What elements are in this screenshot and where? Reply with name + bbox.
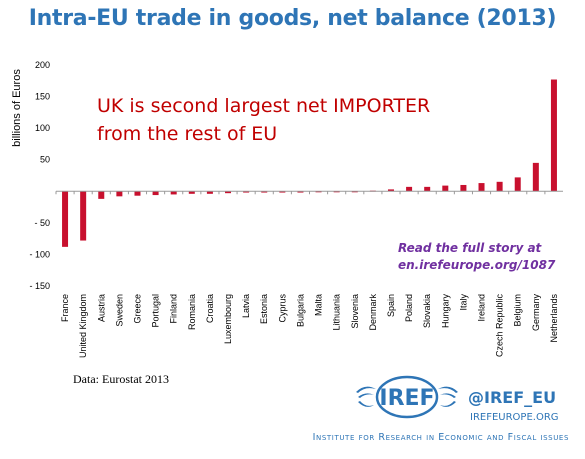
bar-romania — [188, 191, 195, 194]
y-tick-label: 50 — [40, 155, 50, 165]
x-tick-label: Greece — [132, 294, 142, 324]
bar-portugal — [152, 191, 159, 196]
y-tick-label: 200 — [35, 60, 50, 70]
y-tick-label: - 100 — [29, 249, 50, 259]
x-tick-label: Lithuania — [332, 294, 342, 331]
bar-united-kingdom — [80, 191, 87, 241]
x-tick-label: Poland — [404, 294, 414, 322]
x-tick-label: Sweden — [114, 294, 124, 327]
annotation-text: UK is second largest net IMPORTER from t… — [97, 95, 431, 145]
x-tick-label: Romania — [187, 294, 197, 330]
bar-croatia — [206, 191, 213, 194]
institute-name: Institute for Research in Economic and F… — [312, 432, 569, 443]
x-tick-label: Croatia — [205, 294, 215, 323]
x-tick-label: Latvia — [241, 294, 251, 318]
x-tick-label: Bulgaria — [295, 294, 305, 327]
x-tick-label: Belgium — [513, 294, 523, 327]
x-tick-label: Estonia — [259, 294, 269, 324]
bar-estonia — [261, 191, 268, 193]
x-tick-label: Czech Republic — [495, 294, 505, 358]
bar-slovakia — [424, 186, 431, 192]
x-tick-label: Ireland — [477, 294, 487, 322]
y-tick-label: - 150 — [29, 281, 50, 291]
bar-hungary — [442, 185, 449, 192]
bar-bulgaria — [297, 191, 304, 193]
bar-france — [62, 191, 69, 247]
chart-title: Intra-EU trade in goods, net balance (20… — [28, 6, 557, 31]
bar-ireland — [478, 183, 485, 192]
iref-logo: IREF — [356, 375, 458, 419]
bar-latvia — [243, 191, 250, 193]
bar-germany — [532, 162, 539, 192]
story-link-text[interactable]: Read the full story at en.irefeurope.org… — [398, 240, 555, 274]
twitter-handle[interactable]: @IREF_EU — [468, 388, 557, 407]
data-source: Data: Eurostat 2013 — [73, 372, 169, 386]
x-tick-label: France — [60, 294, 70, 322]
x-tick-label: Malta — [314, 294, 324, 316]
y-tick-label: 150 — [35, 92, 50, 102]
bar-sweden — [116, 191, 123, 197]
bar-luxembourg — [225, 191, 232, 194]
x-tick-label: Cyprus — [277, 294, 287, 323]
x-tick-label: Netherlands — [549, 294, 559, 343]
bar-greece — [134, 191, 141, 196]
x-tick-label: Luxembourg — [223, 294, 233, 344]
bar-czech-republic — [496, 181, 503, 192]
story-line-2[interactable]: en.irefeurope.org/1087 — [398, 258, 556, 272]
bar-cyprus — [279, 191, 286, 193]
x-tick-label: Spain — [386, 294, 396, 317]
x-tick-label: Slovakia — [422, 294, 432, 328]
x-tick-label: Germany — [531, 294, 541, 332]
story-line-1: Read the full story at — [398, 241, 542, 255]
bar-austria — [98, 191, 105, 199]
bar-poland — [406, 186, 413, 192]
bar-belgium — [514, 177, 521, 192]
x-tick-label: Hungary — [440, 294, 450, 329]
x-tick-label: Austria — [96, 294, 106, 322]
bar-spain — [387, 189, 394, 192]
y-axis-label: billions of Euros — [11, 69, 23, 147]
logo-text: IREF — [379, 386, 434, 411]
bar-finland — [170, 191, 177, 195]
bar-italy — [460, 184, 467, 192]
x-tick-label: United Kingdom — [78, 294, 88, 358]
x-tick-label: Finland — [169, 294, 179, 324]
bar-netherlands — [550, 79, 557, 192]
website-link[interactable]: IREFEUROPE.ORG — [470, 412, 559, 423]
x-tick-label: Denmark — [368, 294, 378, 331]
x-tick-label: Slovenia — [350, 294, 360, 329]
x-tick-label: Portugal — [151, 294, 161, 328]
x-tick-label: Italy — [458, 294, 468, 311]
y-tick-label: 100 — [35, 123, 50, 133]
y-tick-label: - 50 — [34, 218, 50, 228]
